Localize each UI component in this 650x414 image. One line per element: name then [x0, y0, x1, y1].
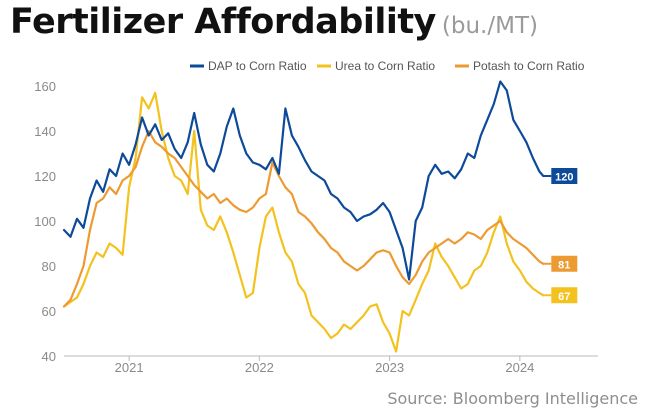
y-tick-label: 120 — [34, 169, 56, 184]
series-line-1 — [62, 91, 545, 353]
series-line-0 — [62, 80, 545, 281]
end-label-box — [551, 255, 578, 272]
y-tick-label: 80 — [42, 259, 56, 274]
y-tick-label: 140 — [34, 124, 56, 139]
y-tick-label: 100 — [34, 214, 56, 229]
x-tick-label: 2024 — [505, 360, 534, 375]
legend-label: Urea to Corn Ratio — [335, 59, 435, 73]
x-tick-label: 2021 — [115, 360, 144, 375]
legend-label: DAP to Corn Ratio — [208, 59, 307, 73]
x-tick-label: 2023 — [375, 360, 404, 375]
end-label-box — [551, 168, 578, 184]
end-value-label: 67 — [558, 291, 570, 303]
source-note: Source: Bloomberg Intelligence — [387, 389, 638, 408]
y-tick-label: 60 — [42, 304, 56, 319]
title-row: Fertilizer Affordability (bu./MT) — [10, 2, 538, 52]
y-tick-label: 160 — [34, 79, 56, 94]
series-line-2 — [62, 129, 545, 308]
chart-subtitle: (bu./MT) — [441, 13, 538, 39]
chart-title: Fertilizer Affordability — [10, 2, 436, 42]
x-tick-label: 2022 — [245, 360, 274, 375]
end-value-label: 120 — [555, 172, 573, 184]
end-label-box — [551, 287, 578, 304]
y-tick-label: 40 — [42, 349, 56, 364]
legend-label: Potash to Corn Ratio — [473, 59, 585, 73]
end-value-label: 81 — [558, 259, 570, 271]
